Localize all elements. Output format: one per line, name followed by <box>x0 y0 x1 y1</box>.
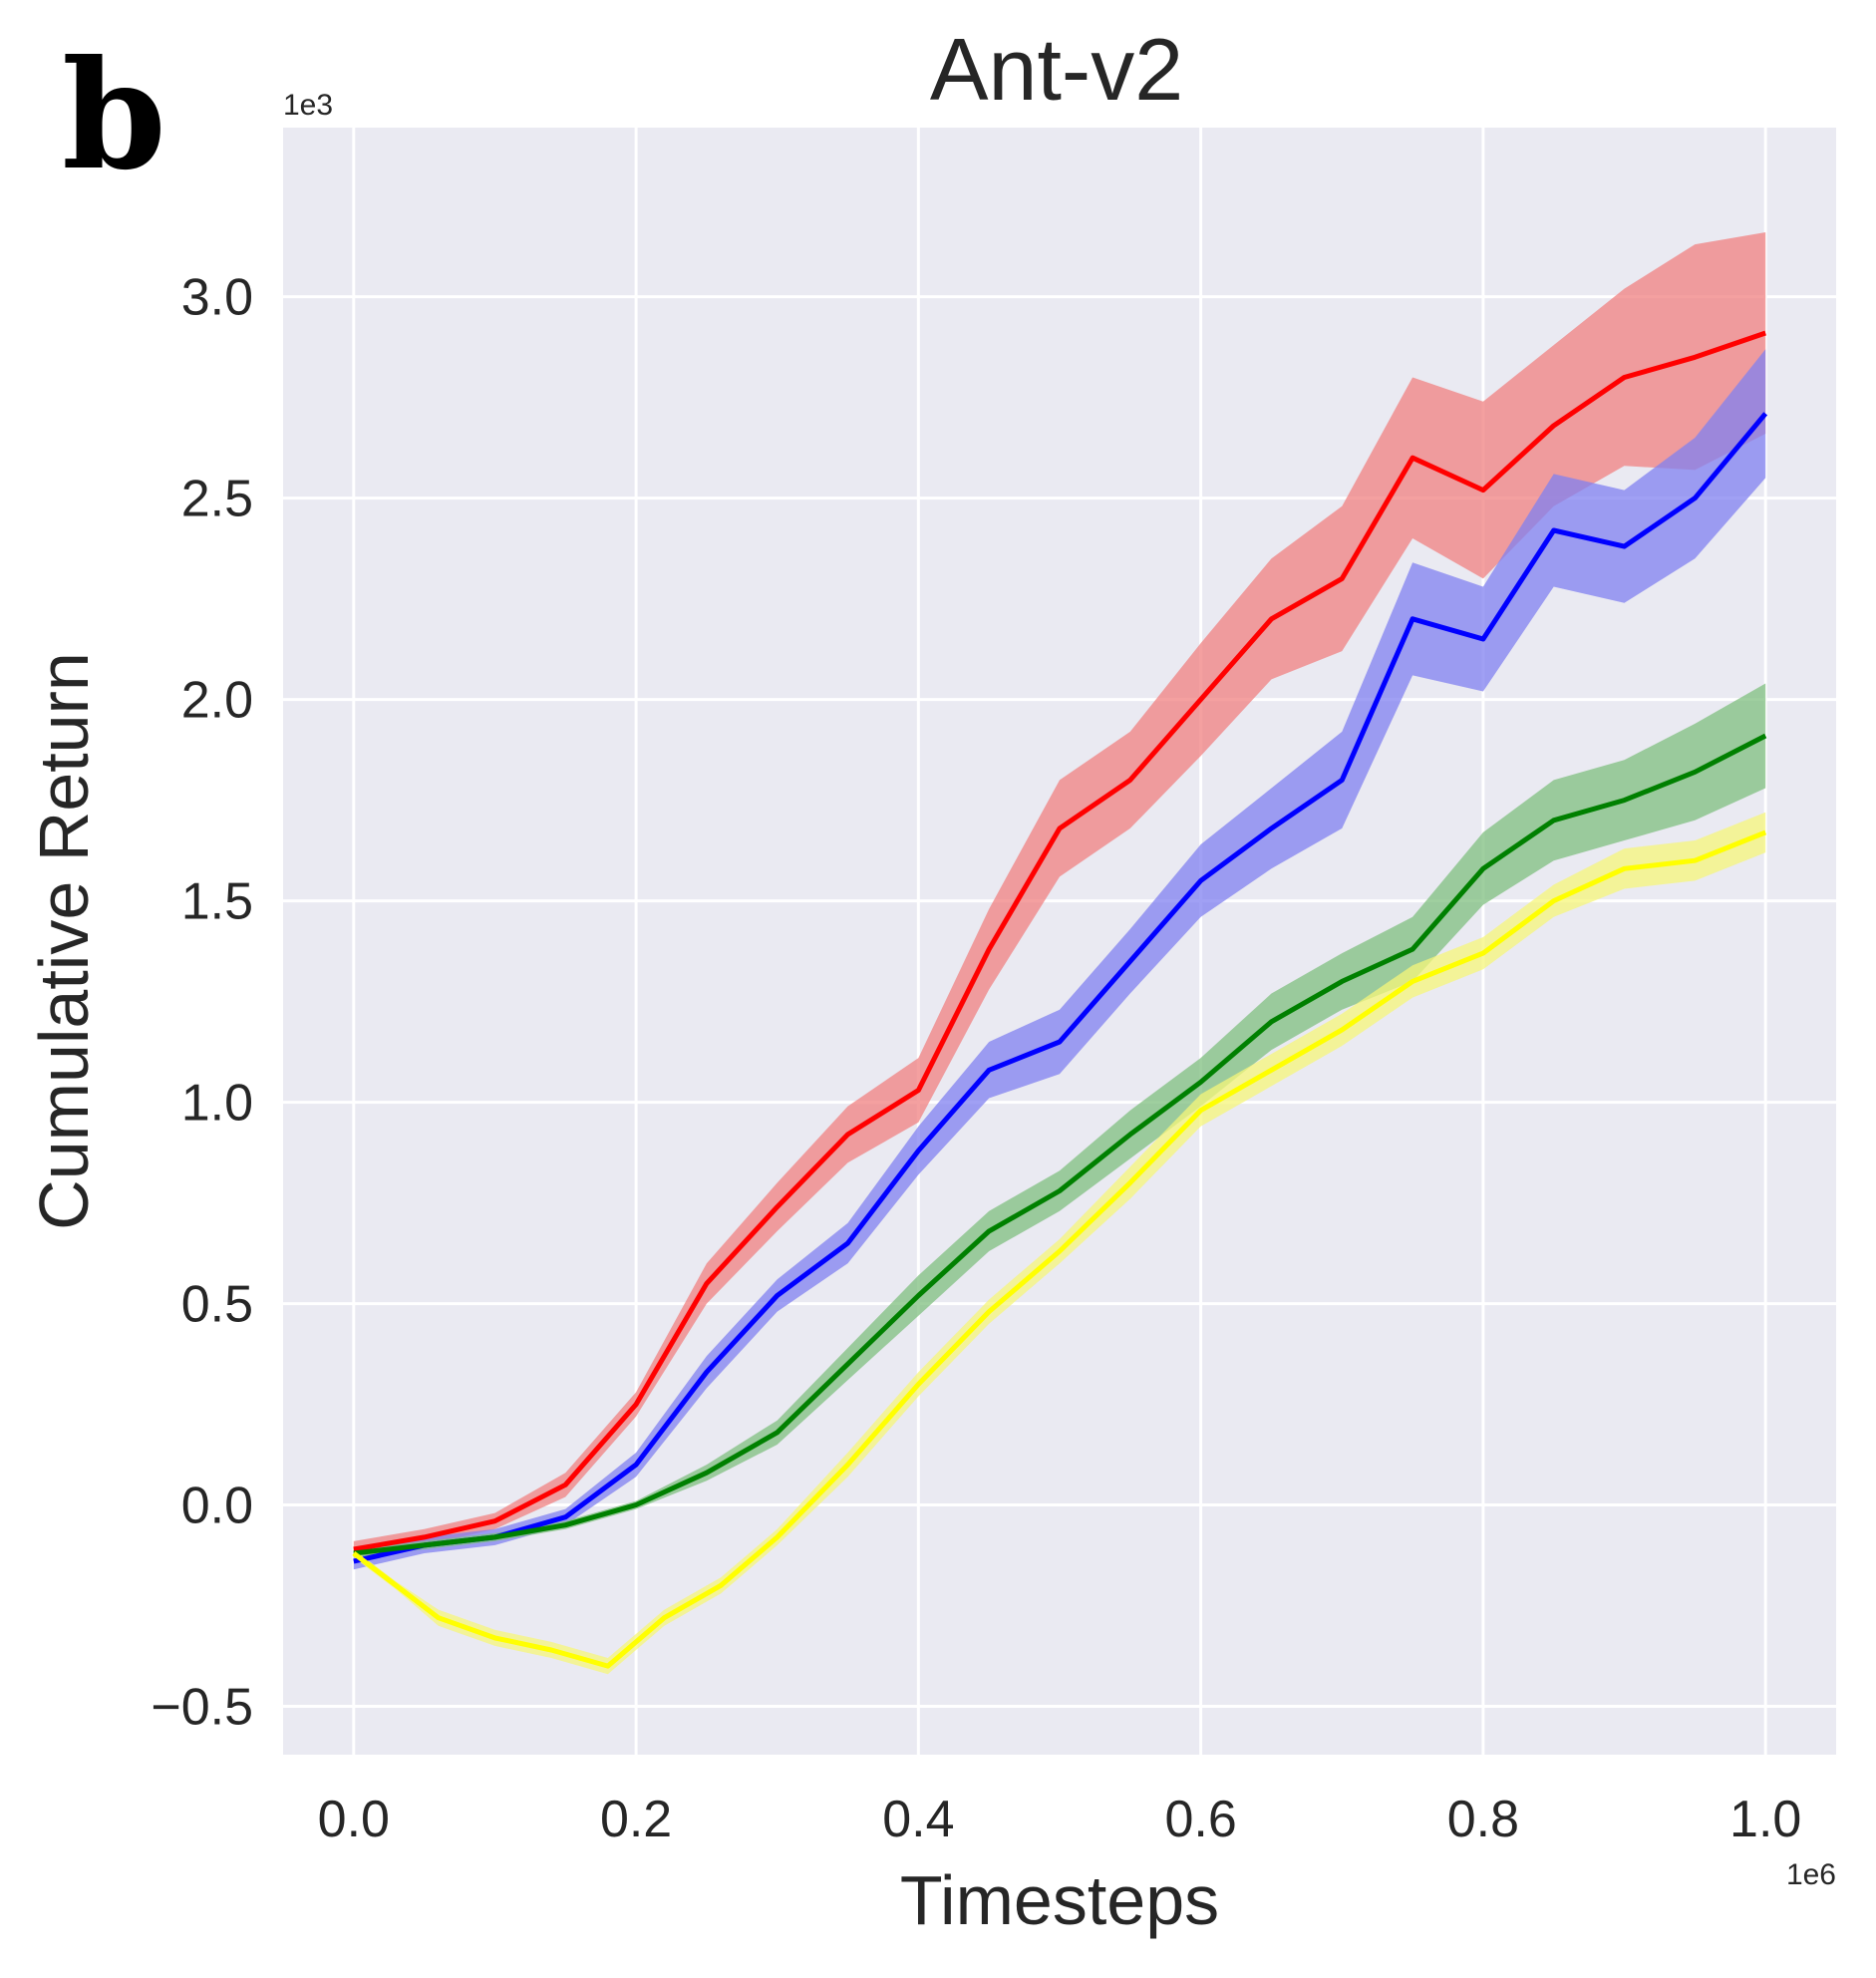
series-line-green <box>353 733 1767 1556</box>
x-offset-label: 1e6 <box>1786 1858 1836 1891</box>
band-red <box>353 232 1766 1558</box>
x-tick-label: 0.2 <box>600 1791 672 1848</box>
x-axis-label: Timesteps <box>900 1861 1219 1939</box>
x-tick-label: 0.6 <box>1164 1791 1236 1848</box>
y-tick-label: 0.0 <box>181 1478 253 1535</box>
y-offset-label: 1e3 <box>283 89 333 122</box>
y-tick-labels: −0.5 0.0 0.5 1.0 1.5 2.0 2.5 3.0 <box>151 269 253 1737</box>
x-tick-label: 0.0 <box>318 1791 390 1848</box>
x-tick-labels: 0.0 0.2 0.4 0.6 0.8 1.0 <box>318 1791 1802 1848</box>
x-tick-label: 1.0 <box>1729 1791 1801 1848</box>
y-tick-label: 1.5 <box>181 873 253 931</box>
band-yellow <box>353 812 1766 1675</box>
y-tick-label: 1.0 <box>181 1075 253 1133</box>
y-axis-label: Cumulative Return <box>25 652 103 1230</box>
confidence-bands <box>353 232 1766 1675</box>
series-line-blue <box>353 412 1768 1564</box>
band-green <box>353 683 1766 1558</box>
series-line-red <box>353 330 1767 1552</box>
y-tick-label: 2.0 <box>181 672 253 730</box>
series-lines <box>352 330 1768 1669</box>
x-tick-label: 0.8 <box>1447 1791 1519 1848</box>
band-blue <box>353 349 1766 1570</box>
series-line-yellow <box>352 829 1767 1669</box>
y-tick-label: 2.5 <box>181 471 253 528</box>
y-tick-label: 0.5 <box>181 1276 253 1334</box>
y-tick-label: 3.0 <box>181 269 253 327</box>
chart-title: Ant-v2 <box>930 20 1183 119</box>
x-tick-label: 0.4 <box>882 1791 954 1848</box>
y-tick-label: −0.5 <box>151 1679 253 1737</box>
panel-label: b <box>62 28 166 203</box>
